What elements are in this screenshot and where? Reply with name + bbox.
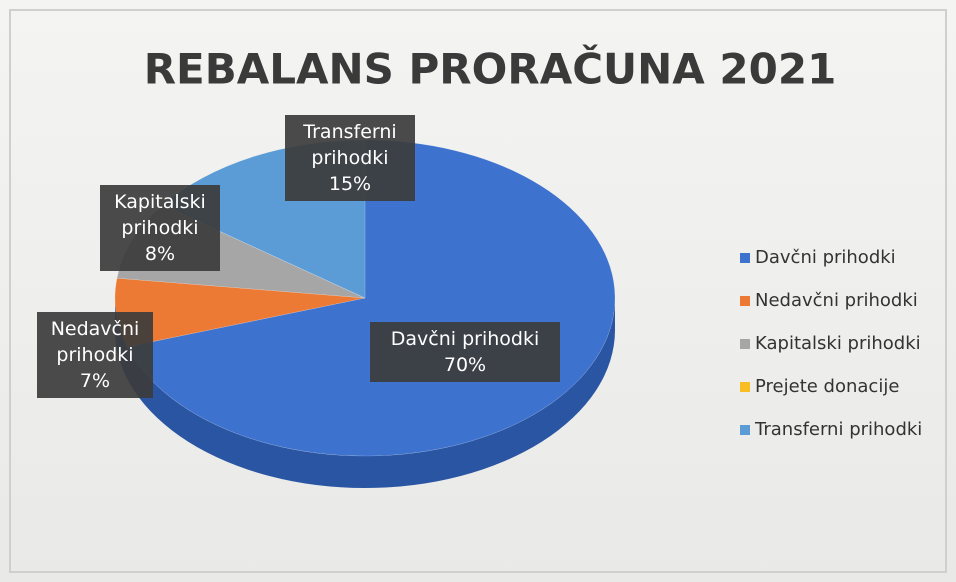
legend-swatch — [740, 339, 750, 349]
legend-label: Prejete donacije — [755, 376, 899, 397]
data-label-name: Nedavčni prihodki — [50, 318, 140, 366]
data-label-name: Kapitalski prihodki — [114, 191, 206, 239]
data-label-value: 15% — [328, 173, 372, 195]
data-label-value: 7% — [79, 370, 111, 392]
pie-side — [115, 298, 615, 488]
data-label: Kapitalski prihodki 8% — [100, 185, 220, 271]
data-label-value: 8% — [144, 243, 176, 265]
legend-label: Transferni prihodki — [754, 419, 922, 440]
legend-swatch — [740, 253, 750, 263]
legend-label: Kapitalski prihodki — [755, 333, 921, 354]
legend-swatch — [740, 296, 750, 306]
data-label-name: Davčni prihodki — [390, 328, 540, 350]
data-label: Davčni prihodki 70% — [370, 322, 560, 382]
data-label-value: 70% — [443, 354, 487, 376]
legend-label: Davčni prihodki — [755, 247, 896, 268]
legend-label: Nedavčni prihodki — [755, 290, 918, 311]
data-label: Nedavčni prihodki 7% — [37, 312, 153, 398]
legend-swatch — [740, 382, 750, 392]
frame — [9, 9, 947, 573]
chart-title: REBALANS PRORAČUNA 2021 — [144, 44, 837, 94]
data-label: Transferni prihodki 15% — [285, 115, 415, 201]
data-label-name: Transferni prihodki — [303, 121, 397, 169]
legend-swatch — [740, 425, 750, 435]
